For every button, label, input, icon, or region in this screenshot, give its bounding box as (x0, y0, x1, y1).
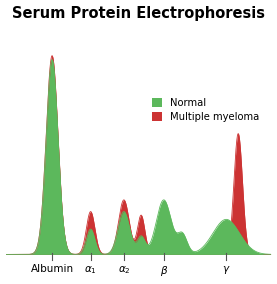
Title: Serum Protein Electrophoresis: Serum Protein Electrophoresis (12, 6, 265, 20)
Legend: Normal, Multiple myeloma: Normal, Multiple myeloma (150, 95, 261, 124)
